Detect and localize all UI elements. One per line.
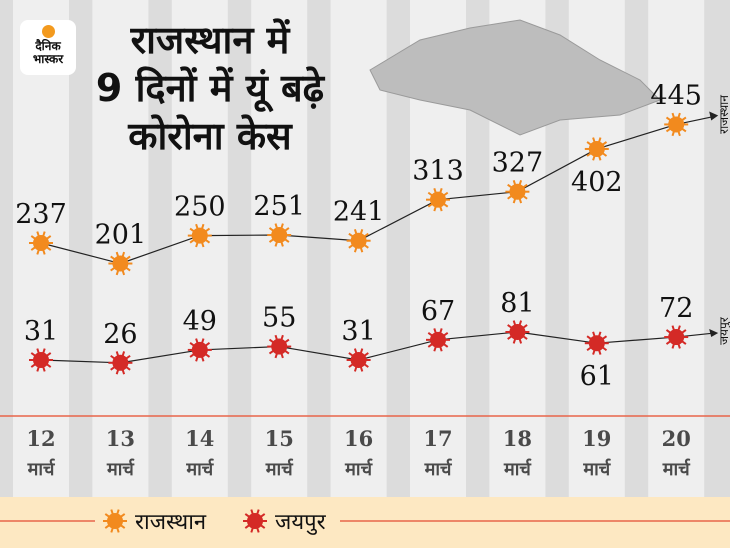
series-line-rajasthan bbox=[40, 115, 715, 265]
virus-marker bbox=[29, 231, 53, 255]
column-stripe bbox=[171, 0, 228, 497]
title-line1: राजस्थान में bbox=[130, 18, 290, 62]
data-label: 250 bbox=[174, 192, 226, 223]
x-tick-day: 20 bbox=[662, 426, 691, 451]
logo-line2: भास्कर bbox=[32, 52, 64, 66]
virus-body bbox=[588, 335, 605, 352]
virus-body bbox=[271, 338, 288, 355]
virus-marker bbox=[108, 351, 133, 375]
series-end-label: राजस्थान bbox=[717, 95, 730, 134]
logo-line1: दैनिक bbox=[35, 39, 61, 53]
dainik-bhaskar-logo: दैनिक भास्कर bbox=[20, 20, 76, 75]
x-tick-day: 19 bbox=[582, 426, 611, 451]
column-stripe bbox=[648, 0, 705, 497]
x-tick-month: मार्च bbox=[662, 458, 691, 480]
x-tick-month: मार्च bbox=[106, 458, 135, 480]
arrowhead bbox=[709, 329, 719, 338]
virus-body bbox=[588, 140, 605, 157]
sun-icon bbox=[41, 25, 55, 38]
title-line3: कोरोना केस bbox=[128, 114, 292, 158]
virus-marker bbox=[426, 328, 450, 352]
legend-label: राजस्थान bbox=[135, 510, 207, 535]
data-label: 26 bbox=[103, 319, 137, 350]
x-tick-day: 14 bbox=[185, 426, 214, 451]
virus-body bbox=[33, 352, 49, 368]
data-label: 402 bbox=[571, 167, 623, 198]
legend-label: जयपुर bbox=[275, 510, 327, 535]
virus-body bbox=[509, 183, 526, 200]
title-line2: 9 दिनों में यूं बढ़े bbox=[95, 66, 325, 110]
legend-virus-icon bbox=[107, 513, 123, 529]
virus-marker bbox=[584, 331, 609, 355]
data-label: 313 bbox=[412, 156, 464, 187]
data-label: 237 bbox=[15, 199, 67, 230]
data-label: 81 bbox=[500, 288, 534, 319]
data-label: 31 bbox=[341, 316, 375, 347]
data-label: 61 bbox=[580, 361, 614, 392]
virus-marker bbox=[346, 348, 371, 372]
virus-body bbox=[350, 352, 367, 368]
x-tick-day: 12 bbox=[26, 426, 55, 451]
virus-body bbox=[509, 324, 526, 340]
virus-marker bbox=[664, 112, 689, 137]
virus-marker bbox=[664, 325, 689, 349]
data-label: 72 bbox=[659, 293, 693, 324]
data-label: 67 bbox=[421, 296, 455, 327]
virus-marker bbox=[426, 187, 450, 212]
x-tick-month: मार्च bbox=[344, 458, 373, 480]
data-label: 251 bbox=[253, 191, 305, 222]
virus-marker bbox=[346, 228, 371, 253]
data-label: 327 bbox=[492, 148, 544, 179]
x-tick-month: मार्च bbox=[185, 458, 214, 480]
x-tick-day: 18 bbox=[503, 426, 532, 451]
virus-body bbox=[112, 354, 129, 371]
virus-marker bbox=[267, 223, 292, 247]
page-title: राजस्थान में 9 दिनों में यूं बढ़े कोरोना… bbox=[90, 16, 330, 160]
x-tick-month: मार्च bbox=[424, 458, 453, 480]
x-tick-day: 15 bbox=[265, 426, 294, 451]
x-tick-day: 17 bbox=[423, 426, 452, 451]
virus-body bbox=[191, 341, 208, 358]
x-tick-month: मार्च bbox=[503, 458, 532, 480]
virus-body bbox=[668, 329, 685, 346]
virus-marker bbox=[187, 223, 212, 248]
data-label: 55 bbox=[262, 303, 296, 334]
series-line-jaipur bbox=[40, 331, 715, 364]
column-stripe bbox=[251, 0, 308, 497]
virus-marker bbox=[505, 320, 530, 344]
legend-virus-icon bbox=[247, 513, 263, 529]
arrowhead bbox=[709, 111, 719, 121]
virus-body bbox=[191, 227, 208, 244]
rajasthan-map bbox=[369, 19, 661, 136]
x-tick-month: मार्च bbox=[582, 458, 611, 480]
virus-marker bbox=[29, 348, 53, 372]
virus-body bbox=[350, 232, 367, 249]
virus-body bbox=[668, 116, 685, 133]
data-label: 241 bbox=[333, 197, 385, 228]
data-label: 49 bbox=[183, 306, 217, 337]
virus-marker bbox=[187, 338, 212, 362]
virus-body bbox=[430, 191, 446, 208]
column-stripe bbox=[92, 0, 149, 497]
virus-marker bbox=[108, 251, 133, 276]
series-end-label: जयपुर bbox=[717, 316, 730, 345]
virus-marker bbox=[505, 179, 530, 204]
data-label: 201 bbox=[95, 220, 147, 251]
virus-marker bbox=[267, 334, 292, 359]
virus-body bbox=[112, 255, 129, 272]
data-label: 31 bbox=[24, 316, 58, 347]
virus-marker bbox=[584, 137, 609, 161]
x-tick-month: मार्च bbox=[27, 458, 56, 480]
virus-body bbox=[430, 331, 446, 348]
x-tick-day: 13 bbox=[106, 426, 135, 451]
x-tick-day: 16 bbox=[344, 426, 373, 451]
virus-body bbox=[271, 227, 288, 244]
data-label: 445 bbox=[650, 80, 702, 111]
virus-body bbox=[33, 235, 49, 251]
x-tick-month: मार्च bbox=[265, 458, 294, 480]
